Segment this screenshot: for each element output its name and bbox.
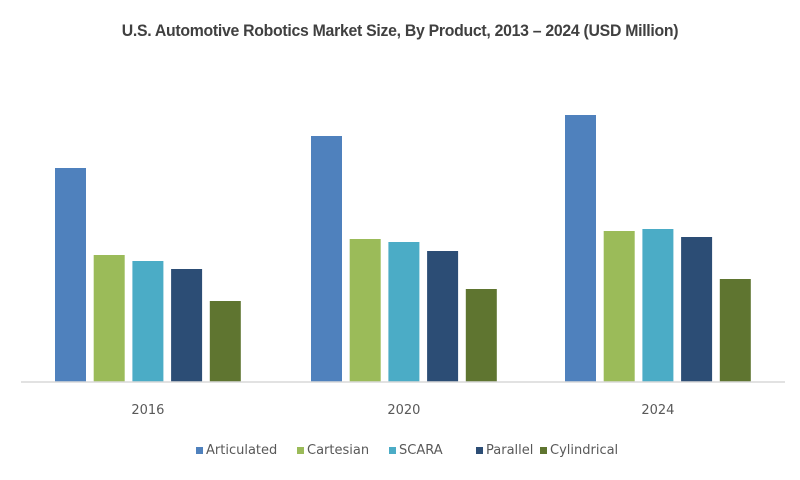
legend-label: Articulated — [206, 442, 278, 458]
bar-cartesian-2024 — [603, 231, 635, 382]
legend-item-cartesian: Cartesian — [297, 440, 369, 460]
bar-articulated-2020 — [311, 136, 342, 382]
chart-title: U.S. Automotive Robotics Market Size, By… — [121, 21, 679, 40]
x-tick-labels: 2016 2020 2024 — [131, 403, 674, 418]
legend-swatch — [297, 446, 304, 454]
bar-parallel-2016 — [171, 269, 203, 382]
legend-item-parallel: Parallel — [476, 440, 533, 460]
legend-swatch — [540, 446, 547, 454]
legend-label: Cylindrical — [550, 442, 619, 458]
legend-label: SCARA — [399, 442, 443, 458]
bar-cartesian-2020 — [349, 239, 381, 382]
legend-swatch — [476, 446, 483, 454]
legend-label: Parallel — [486, 442, 534, 458]
bar-cylindrical-2020 — [465, 289, 497, 382]
bar-scara-2020 — [388, 242, 420, 382]
legend-item-articulated: Articulated — [196, 440, 277, 460]
bar-cartesian-2016 — [93, 255, 125, 382]
x-tick-label: 2016 — [131, 403, 164, 418]
bars-layer — [55, 115, 751, 382]
legend-item-scara: SCARA — [389, 440, 443, 460]
bar-parallel-2024 — [681, 237, 713, 382]
bar-articulated-2024 — [565, 115, 596, 382]
bar-parallel-2020 — [427, 251, 459, 382]
bar-scara-2016 — [132, 261, 164, 382]
bar-scara-2024 — [642, 229, 674, 382]
legend-swatch — [389, 446, 396, 454]
bar-cylindrical-2016 — [209, 301, 241, 382]
legend-label: Cartesian — [307, 442, 370, 458]
legend-item-cylindrical: Cylindrical — [540, 440, 618, 460]
legend-swatch — [196, 446, 203, 454]
x-tick-label: 2020 — [387, 403, 420, 418]
bar-articulated-2016 — [55, 168, 86, 382]
x-tick-label: 2024 — [641, 403, 674, 418]
bar-cylindrical-2024 — [719, 279, 751, 382]
legend: Articulated Cartesian SCARA Parallel Cylindr… — [0, 440, 800, 460]
